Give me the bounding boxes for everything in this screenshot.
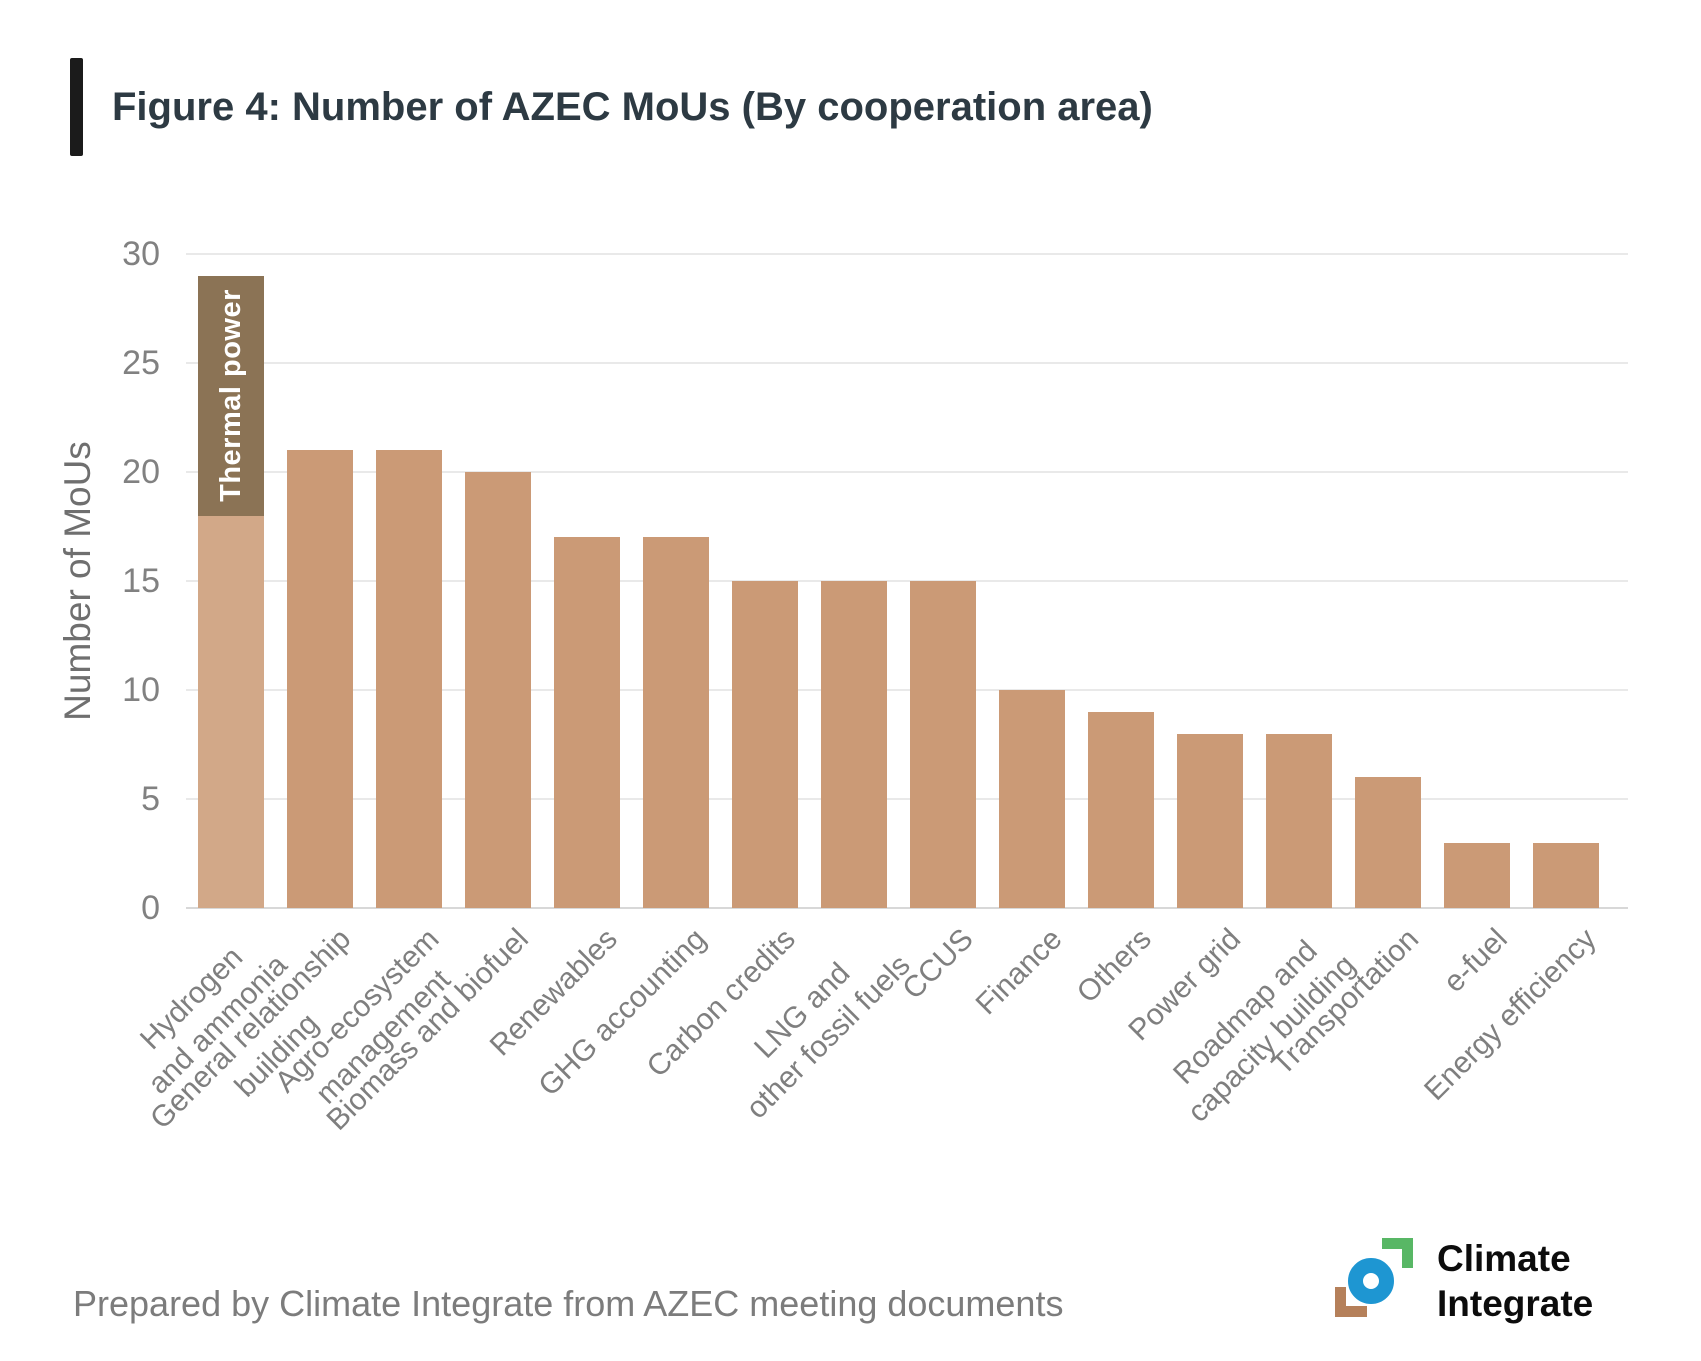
bar [287,450,353,908]
y-tick-label: 5 [141,780,160,818]
logo-wordmark-line1: Climate [1437,1238,1571,1279]
gridline [186,798,1628,800]
bar [999,690,1065,908]
bar [465,472,531,908]
x-tick-label: Finance [969,922,1069,1022]
y-tick-label: 25 [122,344,160,382]
logo-wordmark-line2: Integrate [1437,1283,1594,1324]
y-tick-label: 30 [122,235,160,273]
bar-segment-base [198,515,264,908]
bar [732,581,798,908]
logo-brown-corner-icon [1335,1287,1367,1317]
bar [1355,777,1421,908]
y-tick-label: 15 [122,562,160,600]
bar [376,450,442,908]
bar-segment-thermal-power: Thermal power [198,275,264,516]
gridline [186,471,1628,473]
gridline [186,253,1628,255]
gridline [186,362,1628,364]
x-axis-baseline [186,907,1628,909]
gridline [186,580,1628,582]
bar [1533,842,1599,908]
bar [554,537,620,908]
y-tick-label: 10 [122,671,160,709]
x-tick-label: LNG and other fossil fuels [740,948,917,1126]
y-tick-label: 20 [122,453,160,491]
bar [1088,711,1154,908]
bar [910,581,976,908]
title-accent-bar [70,58,83,156]
bar [643,537,709,908]
figure-source-note: Prepared by Climate Integrate from AZEC … [73,1283,1064,1324]
logo-green-corner-icon [1382,1238,1413,1268]
logo-blue-circle-icon [1348,1258,1394,1304]
logo-wordmark: Climate Integrate [1437,1236,1593,1326]
y-tick-label: 0 [141,889,160,927]
figure-title: Figure 4: Number of AZEC MoUs (By cooper… [112,84,1153,129]
bar [1444,842,1510,908]
bar [1266,733,1332,908]
bar [1177,733,1243,908]
bar [821,581,887,908]
gridline [186,689,1628,691]
thermal-power-label: Thermal power [214,289,247,503]
x-tick-label: e-fuel [1437,922,1514,999]
